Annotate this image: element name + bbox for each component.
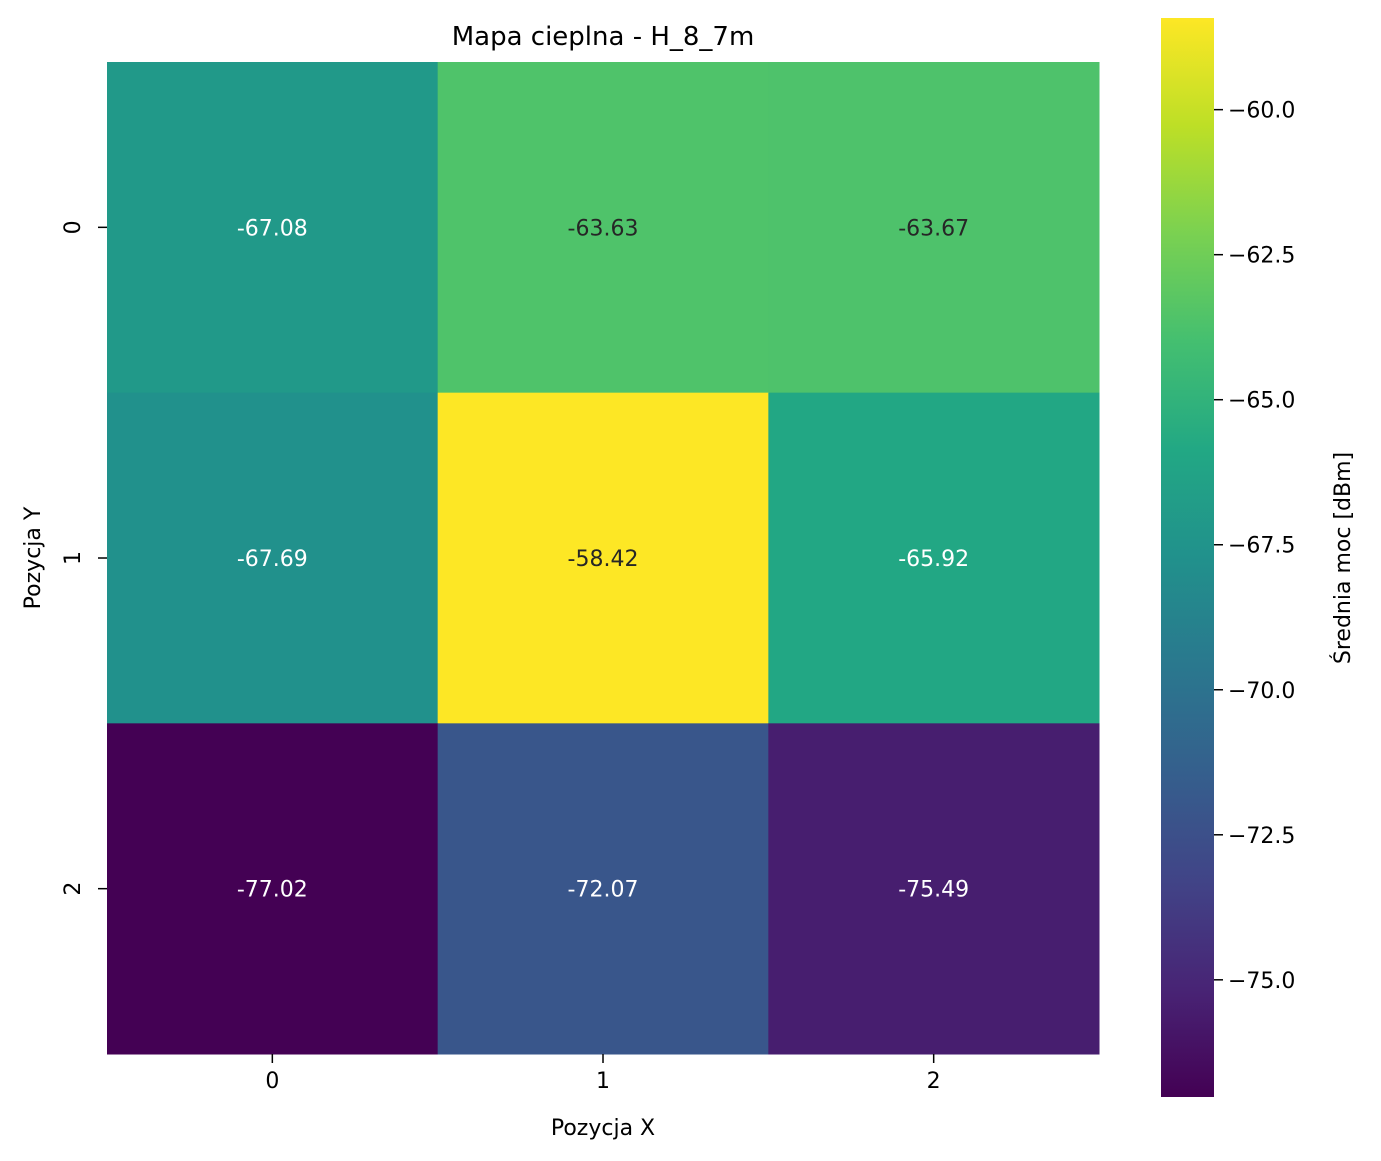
heatmap-cell-labels: -67.08 -63.63 -63.67 -67.69 -58.42 -65.92 -77.… bbox=[237, 216, 969, 902]
heatmap-cell bbox=[107, 392, 439, 724]
colorbar-tick-label: −60.0 bbox=[1228, 99, 1295, 124]
x-axis-label: Pozycja X bbox=[551, 1116, 655, 1141]
y-tick-label: 1 bbox=[61, 551, 86, 565]
y-tick-label: 0 bbox=[61, 220, 86, 234]
heatmap-cell bbox=[768, 392, 1100, 724]
cell-value-label: -72.07 bbox=[568, 878, 639, 903]
y-axis-ticks: 0 1 2 bbox=[61, 220, 107, 896]
colorbar-tick-label: −75.0 bbox=[1228, 969, 1295, 994]
cell-value-label: -58.42 bbox=[568, 547, 639, 572]
y-axis-label: Pozycja Y bbox=[21, 506, 46, 609]
heatmap-cell bbox=[437, 392, 769, 724]
heatmap-cells bbox=[107, 62, 1100, 1055]
cell-value-label: -63.63 bbox=[568, 216, 639, 241]
colorbar bbox=[1161, 18, 1214, 1097]
heatmap-cell bbox=[768, 62, 1100, 394]
cell-value-label: -63.67 bbox=[898, 216, 969, 241]
chart-title: Mapa cieplna - H_8_7m bbox=[452, 22, 755, 52]
y-tick-label: 2 bbox=[61, 882, 86, 896]
cell-value-label: -77.02 bbox=[237, 878, 308, 903]
colorbar-tick-label: −62.5 bbox=[1228, 244, 1295, 269]
x-tick-label: 2 bbox=[927, 1069, 941, 1094]
heatmap-cell bbox=[107, 62, 439, 394]
colorbar-ticks: −60.0 −62.5 −65.0 −67.5 −70.0 −72.5 −75.0 bbox=[1214, 99, 1295, 994]
x-tick-label: 0 bbox=[265, 1069, 279, 1094]
heatmap-cell bbox=[768, 723, 1100, 1055]
cell-value-label: -67.69 bbox=[237, 547, 308, 572]
x-tick-label: 1 bbox=[596, 1069, 610, 1094]
colorbar-label: Średnia moc [dBm] bbox=[1330, 452, 1356, 664]
x-axis-ticks: 0 1 2 bbox=[265, 1054, 941, 1094]
cell-value-label: -75.49 bbox=[898, 878, 969, 903]
heatmap-cell bbox=[437, 62, 769, 394]
colorbar-tick-label: −67.5 bbox=[1228, 534, 1295, 559]
cell-value-label: -65.92 bbox=[898, 547, 969, 572]
colorbar-tick-label: −65.0 bbox=[1228, 389, 1295, 414]
cell-value-label: -67.08 bbox=[237, 216, 308, 241]
heatmap-cell bbox=[107, 723, 439, 1055]
colorbar-tick-label: −70.0 bbox=[1228, 679, 1295, 704]
heatmap-cell bbox=[437, 723, 769, 1055]
colorbar-tick-label: −72.5 bbox=[1228, 824, 1295, 849]
